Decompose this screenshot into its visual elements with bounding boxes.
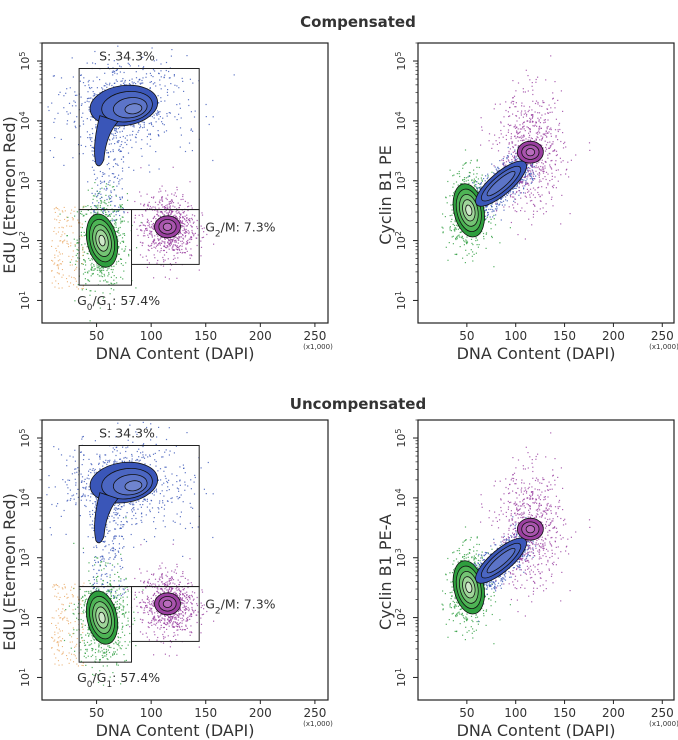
scatter-dots	[441, 55, 591, 268]
contour-g0g1-4	[465, 581, 473, 594]
x-tick-label: 150	[194, 329, 217, 343]
y-tick-label: 104	[394, 111, 409, 130]
gate-g2m	[131, 586, 200, 642]
contour-s-tail	[94, 492, 119, 544]
y-tick-label: 103	[394, 171, 409, 190]
contour-g2m-2	[525, 525, 536, 534]
contour-g2m-2	[162, 222, 173, 231]
contour-s-tail	[94, 115, 119, 167]
y-tick-label: 102	[18, 231, 33, 250]
density-contours	[452, 140, 544, 238]
x-units-label: (x1,000)	[303, 343, 333, 351]
x-tick-label: 150	[194, 706, 217, 720]
contour-g0g1-4	[98, 234, 106, 247]
x-axis-label: DNA Content (DAPI)	[457, 721, 616, 740]
x-units-label: (x1,000)	[649, 720, 678, 728]
y-tick-label: 105	[394, 428, 409, 447]
y-tick-label: 102	[394, 608, 409, 627]
scatter-dots	[46, 421, 215, 686]
density-contours	[85, 84, 181, 268]
y-tick-label: 105	[394, 51, 409, 70]
y-tick-label: 104	[18, 488, 33, 507]
x-units-label: (x1,000)	[649, 343, 678, 351]
plot-frame	[41, 419, 329, 701]
y-tick-label: 103	[18, 548, 33, 567]
x-units-label: (x1,000)	[303, 720, 333, 728]
x-tick-label: 250	[651, 329, 674, 343]
contour-g2m-2	[525, 148, 536, 157]
gate-g2m	[131, 209, 200, 265]
y-tick-label: 104	[394, 488, 409, 507]
contour-g2m-2	[162, 599, 173, 608]
gate-label-s: S: 34.3%	[99, 425, 155, 440]
x-tick-label: 100	[140, 329, 163, 343]
x-tick-label: 50	[459, 329, 474, 343]
x-tick-label: 100	[140, 706, 163, 720]
contour-s-3	[124, 480, 143, 492]
y-tick-label: 101	[18, 668, 33, 687]
y-tick-label: 101	[18, 291, 33, 310]
y-axis-label: EdU (Eterneon Red)	[0, 116, 19, 273]
plots: S: 34.3% G0/G1: 57.4% G2/M: 7.3% 50 100 150 20…	[0, 42, 678, 740]
gate-label-g2m: G2/M: 7.3%	[205, 596, 275, 616]
section-title-uncompensated: Uncompensated	[290, 395, 426, 413]
y-tick-label: 105	[18, 51, 33, 70]
gate-label-s: S: 34.3%	[99, 48, 155, 63]
gate-label-g0g1: G0/G1: 57.4%	[77, 293, 160, 313]
x-tick-label: 50	[89, 329, 104, 343]
gate-label-g2m: G2/M: 7.3%	[205, 219, 275, 239]
plot-panel-4: 50 100 150 200 250(x1,000) DNA Content (DAPI)…	[376, 419, 678, 740]
y-tick-label: 101	[394, 291, 409, 310]
x-tick-label: 150	[553, 706, 576, 720]
contour-g0g1-4	[98, 611, 106, 624]
section-title-compensated: Compensated	[300, 13, 416, 31]
x-axis-label: DNA Content (DAPI)	[96, 344, 255, 363]
y-tick-label: 103	[18, 171, 33, 190]
x-tick-label: 250	[303, 329, 326, 343]
y-tick-label: 103	[394, 548, 409, 567]
y-tick-label: 102	[18, 608, 33, 627]
plot-panel-1: S: 34.3% G0/G1: 57.4% G2/M: 7.3% 50 100 150 20…	[0, 42, 333, 363]
density-contours	[452, 517, 544, 615]
scatter-dots	[441, 432, 591, 645]
plot-frame	[417, 42, 675, 324]
plot-frame	[41, 42, 329, 324]
density-contours	[85, 461, 181, 645]
x-tick-label: 200	[602, 706, 625, 720]
x-tick-label: 200	[249, 706, 272, 720]
x-axis-label: DNA Content (DAPI)	[96, 721, 255, 740]
x-axis-label: DNA Content (DAPI)	[457, 344, 616, 363]
x-tick-label: 100	[504, 329, 527, 343]
x-tick-label: 250	[651, 706, 674, 720]
x-tick-label: 50	[89, 706, 104, 720]
gate-label-g0g1: G0/G1: 57.4%	[77, 670, 160, 690]
contour-s-2	[486, 548, 516, 574]
x-tick-label: 150	[553, 329, 576, 343]
y-tick-label: 105	[18, 428, 33, 447]
x-tick-label: 100	[504, 706, 527, 720]
y-tick-label: 101	[394, 668, 409, 687]
plot-panel-2: 50 100 150 200 250(x1,000) DNA Content (DAPI)…	[376, 42, 678, 363]
plot-frame	[417, 419, 675, 701]
y-tick-label: 102	[394, 231, 409, 250]
contour-s-2	[486, 171, 516, 197]
x-tick-label: 200	[602, 329, 625, 343]
plot-panel-3: S: 34.3% G0/G1: 57.4% G2/M: 7.3% 50 100 150 20…	[0, 419, 333, 740]
y-tick-label: 104	[18, 111, 33, 130]
y-axis-label: Cyclin B1 PE	[376, 145, 395, 245]
y-axis-label: EdU (Eterneon Red)	[0, 493, 19, 650]
y-axis-label: Cyclin B1 PE-A	[376, 514, 395, 630]
contour-s-3	[124, 103, 143, 115]
x-tick-label: 200	[249, 329, 272, 343]
contour-g0g1-4	[465, 204, 473, 217]
x-tick-label: 250	[303, 706, 326, 720]
x-tick-label: 50	[459, 706, 474, 720]
